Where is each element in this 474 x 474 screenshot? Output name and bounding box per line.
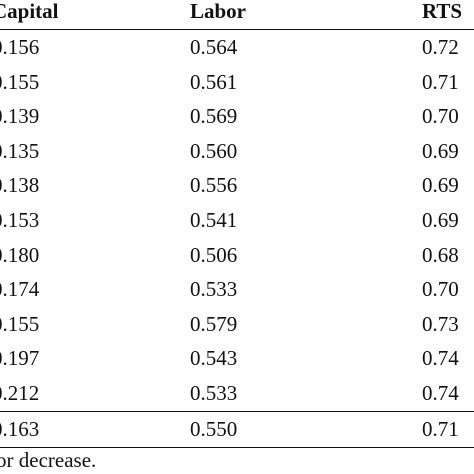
cell-rts: 0.71: [422, 69, 459, 94]
cell-labor: 0.579: [190, 311, 238, 336]
cell-capital: 0.212: [0, 380, 40, 405]
cell-capital: 0.155: [0, 69, 40, 94]
table-row: 0.155 0.579 0.73: [0, 307, 474, 342]
cell-labor: 0.561: [190, 69, 238, 94]
table-header-row: Capital Labor RTS: [0, 0, 474, 30]
total-capital: 0.163: [0, 410, 190, 448]
cell-rts: 0.69: [422, 173, 459, 198]
cell-labor: 0.533: [190, 277, 238, 302]
cell-capital: 0.135: [0, 138, 40, 163]
cell-rts: 0.70: [422, 104, 459, 129]
total-rts: 0.71: [422, 410, 474, 448]
table-row: 0.139 0.569 0.70: [0, 99, 474, 134]
cell-capital: 0.139: [0, 104, 40, 129]
cell-capital: 0.180: [0, 242, 40, 267]
table-total-row: 0.163 0.550 0.71: [0, 410, 474, 448]
cell-rts: 0.73: [422, 311, 459, 336]
cell-capital: 0.138: [0, 173, 40, 198]
cell-rts: 0.74: [422, 346, 459, 371]
total-labor: 0.550: [190, 410, 422, 448]
elasticity-table: Capital Labor RTS 0.156 0.564 0.72 0.155…: [0, 0, 474, 448]
cell-capital: 0.156: [0, 35, 40, 59]
table-row: 0.174 0.533 0.70: [0, 272, 474, 307]
cell-rts: 0.70: [422, 277, 459, 302]
cell-capital: 0.197: [0, 346, 40, 371]
cell-labor: 0.556: [190, 173, 238, 198]
table-row: 0.138 0.556 0.69: [0, 168, 474, 203]
table-row: 0.153 0.541 0.69: [0, 203, 474, 238]
cell-capital: 0.155: [0, 311, 40, 336]
cell-capital: 0.174: [0, 277, 40, 302]
cell-rts: 0.72: [422, 35, 459, 59]
cell-rts: 0.69: [422, 138, 459, 163]
header-labor: Labor: [190, 0, 422, 30]
cell-capital: 0.153: [0, 207, 40, 232]
cell-rts: 0.69: [422, 207, 459, 232]
table-row: 0.156 0.564 0.72: [0, 30, 474, 65]
table-row: 0.212 0.533 0.74: [0, 376, 474, 411]
table-row: 0.135 0.560 0.69: [0, 134, 474, 169]
cell-labor: 0.564: [190, 35, 238, 59]
cell-labor: 0.506: [190, 242, 238, 267]
table-footnote: or decrease.: [0, 448, 97, 472]
header-capital: Capital: [0, 0, 190, 30]
cell-labor: 0.533: [190, 380, 238, 405]
cell-labor: 0.560: [190, 138, 238, 163]
header-rts: RTS: [422, 0, 474, 30]
cell-rts: 0.74: [422, 380, 459, 405]
table-row: 0.197 0.543 0.74: [0, 341, 474, 376]
table-row: 0.155 0.561 0.71: [0, 65, 474, 100]
table-row: 0.180 0.506 0.68: [0, 238, 474, 273]
cell-labor: 0.543: [190, 346, 238, 371]
cell-labor: 0.569: [190, 104, 238, 129]
cell-rts: 0.68: [422, 242, 459, 267]
cell-labor: 0.541: [190, 207, 238, 232]
